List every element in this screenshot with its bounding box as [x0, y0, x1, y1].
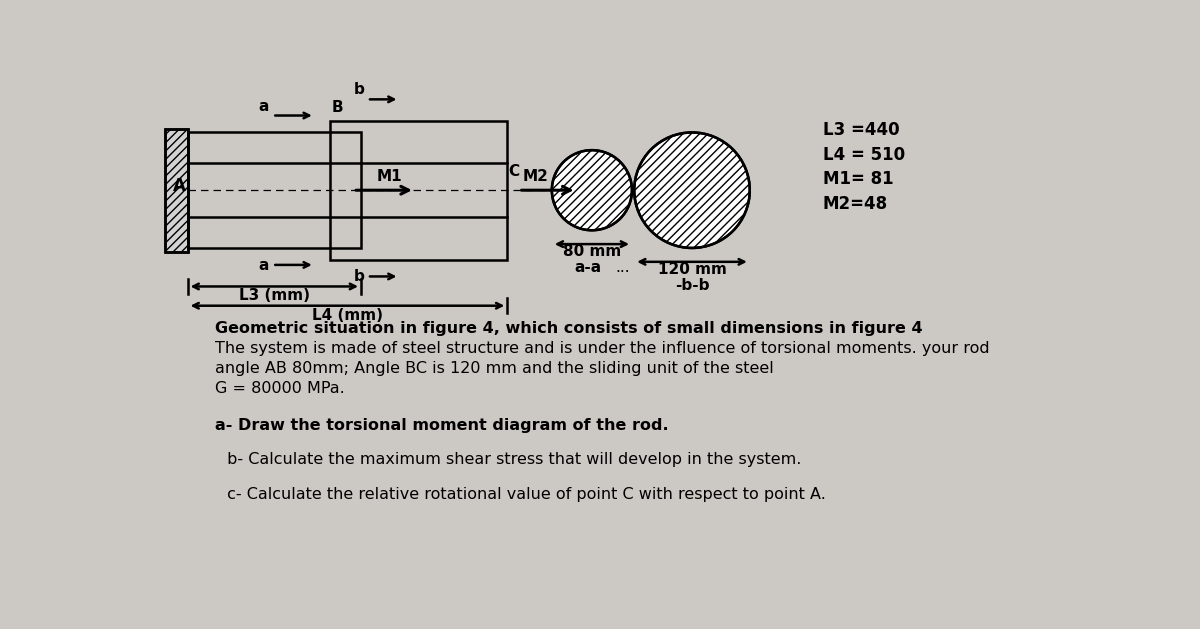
Text: L3 =440: L3 =440	[823, 121, 900, 139]
FancyBboxPatch shape	[164, 128, 187, 252]
Text: ...: ...	[616, 260, 630, 275]
Text: G = 80000 MPa.: G = 80000 MPa.	[215, 381, 344, 396]
Text: The system is made of steel structure and is under the influence of torsional mo: The system is made of steel structure an…	[215, 341, 989, 356]
Bar	[330, 121, 508, 260]
Text: a- Draw the torsional moment diagram of the rod.: a- Draw the torsional moment diagram of …	[215, 418, 668, 433]
Text: Geometric situation in figure 4, which consists of small dimensions in figure 4: Geometric situation in figure 4, which c…	[215, 321, 923, 336]
Text: L4 (mm): L4 (mm)	[312, 308, 383, 323]
Text: M1: M1	[377, 169, 402, 184]
Text: M2: M2	[523, 169, 548, 184]
Text: a: a	[258, 257, 269, 272]
Text: 120 mm: 120 mm	[658, 262, 726, 277]
Text: b- Calculate the maximum shear stress that will develop in the system.: b- Calculate the maximum shear stress th…	[222, 452, 802, 467]
Text: B: B	[331, 100, 343, 114]
Text: A: A	[173, 177, 186, 196]
Text: 80 mm: 80 mm	[563, 245, 622, 259]
Bar	[187, 133, 361, 248]
Circle shape	[635, 133, 750, 248]
Text: C: C	[509, 164, 520, 179]
Circle shape	[552, 150, 632, 230]
Text: a: a	[258, 99, 269, 114]
Text: L3 (mm): L3 (mm)	[239, 288, 310, 303]
Text: L4 = 510: L4 = 510	[823, 145, 905, 164]
Text: M2=48: M2=48	[823, 195, 888, 213]
Text: a-a: a-a	[575, 260, 601, 275]
Text: c- Calculate the relative rotational value of point C with respect to point A.: c- Calculate the relative rotational val…	[222, 487, 826, 503]
Text: -b-b: -b-b	[674, 277, 709, 292]
Text: b: b	[354, 269, 365, 284]
Text: angle AB 80mm; Angle BC is 120 mm and the sliding unit of the steel: angle AB 80mm; Angle BC is 120 mm and th…	[215, 361, 773, 376]
Text: M1= 81: M1= 81	[823, 170, 894, 188]
Text: b: b	[354, 82, 365, 97]
